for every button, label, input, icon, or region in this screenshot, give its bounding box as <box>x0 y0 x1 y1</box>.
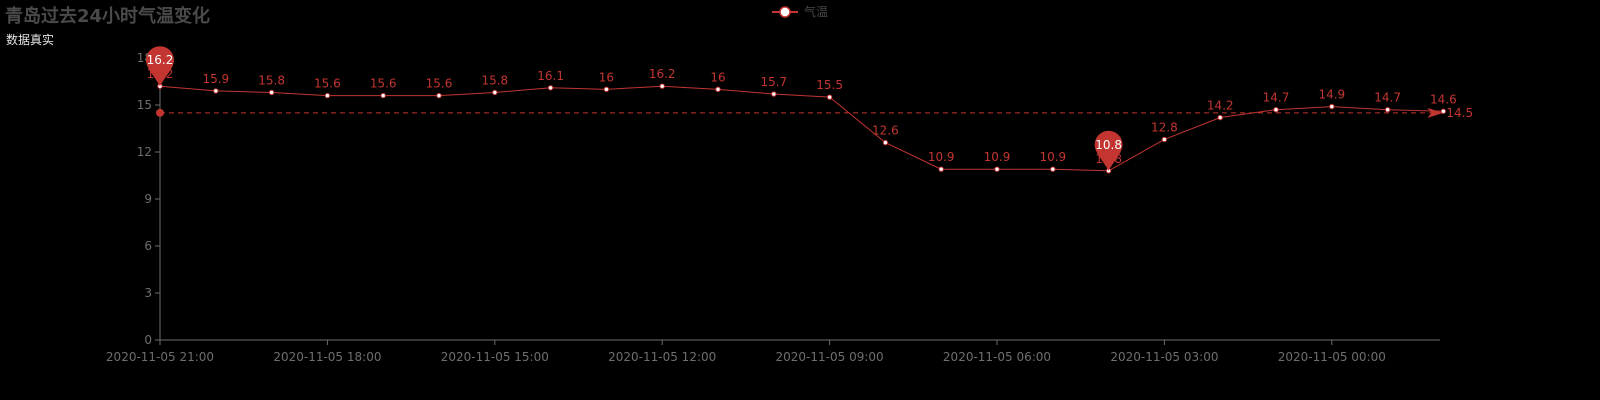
x-tick-label: 2020-11-05 00:00 <box>1278 350 1386 364</box>
data-label: 15.9 <box>202 72 229 86</box>
x-tick-label: 2020-11-05 15:00 <box>441 350 549 364</box>
data-label: 15.6 <box>370 77 397 91</box>
data-label: 15.8 <box>481 73 508 87</box>
y-tick-label: 6 <box>144 239 152 253</box>
x-tick-label: 2020-11-05 21:00 <box>106 350 214 364</box>
data-label: 12.8 <box>1151 120 1178 134</box>
data-label: 15.7 <box>760 75 787 89</box>
data-point <box>380 92 386 99</box>
data-label: 15.6 <box>426 77 453 91</box>
data-label: 12.6 <box>872 124 899 138</box>
markline-label: 14.5 <box>1446 106 1473 120</box>
data-point <box>213 88 219 94</box>
data-label: 14.7 <box>1374 91 1401 105</box>
markpoint-label-min: 10.8 <box>1095 138 1122 152</box>
series-line-气温 <box>159 85 1444 172</box>
x-tick-label: 2020-11-05 09:00 <box>776 350 884 364</box>
data-label: 10.9 <box>928 150 955 164</box>
y-tick-label: 0 <box>144 333 152 347</box>
series-layer <box>157 83 1447 174</box>
data-label: 16 <box>710 70 725 84</box>
data-label: 14.7 <box>1263 91 1290 105</box>
data-point <box>826 94 833 100</box>
y-tick-label: 9 <box>144 192 152 206</box>
data-point <box>715 86 721 93</box>
data-point <box>1161 136 1168 143</box>
data-point <box>324 92 331 99</box>
data-label: 10.9 <box>984 150 1011 164</box>
data-point <box>882 139 889 146</box>
markline-layer: 14.5 <box>156 106 1473 120</box>
data-label: 16.1 <box>537 69 564 83</box>
markline-arrow <box>1427 107 1444 118</box>
data-label: 10.9 <box>1039 150 1066 164</box>
chart-title: 青岛过去24小时气温变化 <box>5 6 211 27</box>
data-point <box>659 83 665 89</box>
data-point <box>1384 107 1391 113</box>
legend[interactable]: 气温 <box>772 3 828 20</box>
x-tick-label: 2020-11-05 12:00 <box>608 350 716 364</box>
data-point <box>994 166 1000 172</box>
markpoint-layer: 16.2 10.8 <box>146 46 1123 171</box>
y-tick-label: 15 <box>137 98 152 112</box>
legend-line-icon <box>772 5 798 18</box>
data-point <box>436 92 442 99</box>
data-point <box>1217 114 1223 121</box>
chart-subtitle: 数据真实 <box>6 33 55 47</box>
markpoint-pin-min <box>1094 130 1123 171</box>
data-label: 14.6 <box>1430 92 1457 106</box>
data-point <box>1050 166 1056 172</box>
data-label: 14.2 <box>1207 99 1234 113</box>
data-label: 16 <box>599 70 614 84</box>
y-tick-label: 12 <box>137 145 152 159</box>
data-point <box>1329 103 1335 110</box>
data-label: 15.8 <box>258 73 285 87</box>
data-label: 15.5 <box>816 78 843 92</box>
data-point <box>492 89 498 96</box>
data-point <box>547 85 554 91</box>
data-point <box>1440 108 1447 114</box>
data-point <box>603 86 610 93</box>
x-tick-label: 2020-11-05 18:00 <box>273 350 381 364</box>
markpoint-label-max: 16.2 <box>147 53 174 67</box>
data-label: 16.2 <box>649 67 676 81</box>
y-tick-label: 3 <box>144 286 152 300</box>
data-label: 14.9 <box>1318 88 1345 102</box>
data-point <box>771 91 777 97</box>
label-layer: 16.215.915.815.615.615.615.816.11616.216… <box>147 67 1457 166</box>
legend-label: 气温 <box>804 5 829 19</box>
markpoint-pin-max <box>146 46 174 87</box>
data-label: 15.6 <box>314 77 341 91</box>
x-tick-label: 2020-11-05 03:00 <box>1110 350 1218 364</box>
data-point <box>1273 107 1279 113</box>
data-point <box>268 89 275 96</box>
x-tick-label: 2020-11-05 06:00 <box>943 350 1051 364</box>
data-point <box>938 166 944 172</box>
